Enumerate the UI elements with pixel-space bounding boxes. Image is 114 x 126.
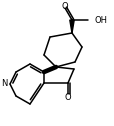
Text: N: N [1, 80, 7, 88]
Text: OH: OH [94, 15, 107, 24]
Polygon shape [69, 20, 74, 33]
Text: O: O [64, 92, 71, 102]
Text: O: O [61, 2, 68, 10]
